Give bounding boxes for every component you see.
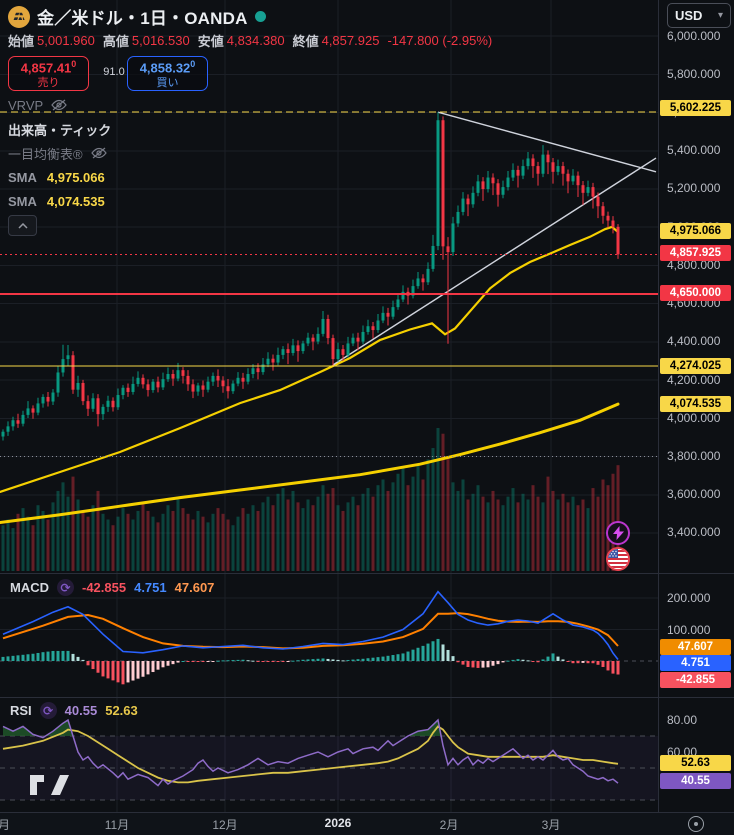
- price-level-chip: 4,857.925: [660, 245, 731, 261]
- currency-value: USD: [675, 8, 703, 23]
- legend-item-ichimoku[interactable]: 一目均衡表®: [8, 141, 111, 165]
- price-scale-separator: [658, 0, 659, 812]
- pane-separator[interactable]: [0, 573, 734, 574]
- pane-separator[interactable]: [0, 697, 734, 698]
- price-tick-label: 5,800.000: [667, 67, 721, 81]
- collapse-legend-button[interactable]: [8, 215, 37, 236]
- market-status-dot[interactable]: [254, 11, 266, 22]
- time-tick-label: 2026: [324, 816, 352, 830]
- open-value: 5,001.960: [37, 33, 95, 48]
- price-tick-label: 4,400.000: [667, 334, 721, 348]
- low-label: 安値: [197, 34, 224, 49]
- price-tick-label: 3,400.000: [667, 525, 721, 539]
- buy-label: 買い: [156, 76, 179, 89]
- indicator-refresh-icon[interactable]: ⟳: [57, 579, 74, 596]
- time-axis-separator: [0, 812, 734, 813]
- legend-item-sma-fast[interactable]: SMA 4,975.066: [8, 169, 105, 185]
- macd-hist-value: -42.855: [82, 580, 127, 595]
- time-tick-label: 12月: [212, 818, 238, 832]
- close-value: 4,857.925: [321, 33, 380, 48]
- legend-item-sma-slow[interactable]: SMA 4,074.535: [8, 193, 105, 209]
- open-label: 始値: [8, 34, 35, 49]
- change-value: -147.800 (-2.95%): [387, 33, 493, 48]
- rsi-tick-label: 80.00: [667, 713, 698, 727]
- price-level-chip: 4,274.025: [660, 358, 731, 374]
- time-tick-label: 月: [0, 818, 11, 832]
- currency-dropdown[interactable]: USD ▾: [667, 3, 731, 28]
- price-tick-label: 4,000.000: [667, 411, 721, 425]
- ohlc-readout: 始値 5,001.960 高値 5,016.530 安値 4,834.380 終…: [8, 31, 497, 50]
- macd-signal-value: 47.607: [174, 580, 215, 595]
- indicator-refresh-icon[interactable]: ⟳: [39, 702, 57, 719]
- symbol-title: 金／米ドル・1日・OANDA: [37, 9, 248, 28]
- price-level-chip: 4,975.066: [660, 223, 731, 239]
- rsi-value-chip: 52.63: [660, 755, 731, 771]
- time-tick-label: 2月: [439, 818, 459, 832]
- sell-label: 売り: [37, 76, 60, 89]
- eye-off-icon[interactable]: [90, 147, 107, 159]
- rsi-legend[interactable]: RSI ⟳ 40.55 52.63: [10, 702, 138, 719]
- time-tick-label: 3月: [541, 818, 561, 832]
- macd-tick-label: 100.000: [667, 623, 711, 637]
- high-label: 高値: [102, 34, 129, 49]
- gold-symbol-icon: [8, 5, 30, 28]
- macd-value-chip: 4.751: [660, 655, 731, 671]
- price-level-chip: 5,602.225: [660, 100, 731, 116]
- buy-button[interactable]: 4,858.320 買い: [127, 56, 208, 91]
- price-tick-label: 5,200.000: [667, 181, 721, 195]
- price-tick-label: 4,200.000: [667, 373, 721, 387]
- price-tick-label: 6,000.000: [667, 29, 721, 43]
- price-tick-label: 4,800.000: [667, 258, 721, 272]
- macd-value-chip: 47.607: [660, 639, 731, 655]
- price-level-chip: 4,074.535: [660, 396, 731, 412]
- macd-value-chip: -42.855: [660, 672, 731, 688]
- rsi-value: 40.55: [64, 703, 98, 718]
- low-value: 4,834.380: [226, 33, 285, 48]
- us-flag-event-icon[interactable]: [606, 547, 630, 571]
- time-axis-settings-icon[interactable]: [688, 816, 704, 832]
- chevron-down-icon: ▾: [717, 10, 723, 21]
- close-label: 終値: [292, 34, 319, 49]
- spread-value: 91.0: [103, 66, 125, 78]
- sell-button[interactable]: 4,857.410 売り: [8, 56, 89, 91]
- price-tick-label: 3,600.000: [667, 487, 721, 501]
- economic-event-bolt-icon[interactable]: [606, 521, 630, 545]
- macd-line-value: 4.751: [134, 580, 167, 595]
- legend-item-volume[interactable]: 出来高・ティック: [8, 122, 112, 138]
- tradingview-logo[interactable]: [30, 772, 94, 798]
- main-chart-canvas[interactable]: [0, 0, 734, 812]
- rsi-ma-value: 52.63: [105, 703, 138, 718]
- eye-off-icon[interactable]: [51, 99, 67, 111]
- legend-item-vrvp[interactable]: VRVP: [8, 93, 111, 117]
- price-level-chip: 4,650.000: [660, 285, 731, 301]
- symbol-header[interactable]: 金／米ドル・1日・OANDA: [8, 4, 266, 29]
- time-axis[interactable]: 月 11月 12月 2026 2月 3月: [0, 813, 734, 835]
- time-tick-label: 11月: [104, 818, 130, 832]
- price-tick-label: 5,400.000: [667, 143, 721, 157]
- high-value: 5,016.530: [131, 33, 190, 48]
- macd-tick-label: 200.000: [667, 591, 711, 605]
- rsi-value-chip: 40.55: [660, 773, 731, 789]
- price-tick-label: 3,800.000: [667, 449, 721, 463]
- sma-fast-value: 4,975.066: [46, 169, 105, 185]
- macd-legend[interactable]: MACD ⟳ -42.855 4.751 47.607: [10, 579, 215, 596]
- sma-slow-value: 4,074.535: [46, 193, 105, 209]
